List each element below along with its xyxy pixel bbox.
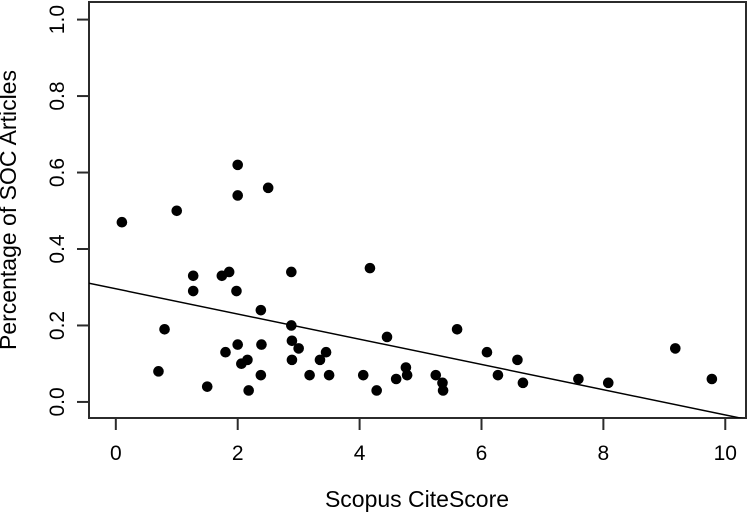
data-point — [256, 339, 267, 350]
data-point — [286, 320, 297, 331]
y-tick-label: 1.0 — [46, 5, 69, 34]
data-point — [451, 323, 463, 335]
data-point — [232, 190, 244, 201]
y-tick-label: 0.0 — [46, 387, 69, 416]
data-point — [286, 266, 297, 278]
data-point — [262, 182, 274, 194]
y-tick-label: 0.6 — [46, 158, 69, 187]
data-point — [231, 285, 242, 297]
data-point — [517, 377, 529, 389]
data-point — [320, 346, 332, 358]
data-point — [364, 262, 376, 274]
plot-border — [88, 1, 747, 419]
x-tick-label: 2 — [232, 442, 244, 465]
y-tick-label: 0.8 — [46, 81, 69, 110]
data-point — [390, 373, 402, 385]
y-axis-label: Percentage of SOC Articles — [0, 70, 21, 350]
data-point — [116, 216, 128, 228]
x-axis-label: Scopus CiteScore — [325, 486, 509, 512]
data-point — [357, 369, 369, 381]
data-point — [602, 377, 614, 389]
data-point — [187, 285, 199, 297]
data-point — [706, 373, 718, 385]
data-point — [159, 323, 170, 335]
data-point — [223, 266, 235, 278]
data-point — [371, 385, 382, 396]
data-point — [670, 343, 681, 354]
data-point — [286, 335, 298, 347]
data-point — [171, 205, 183, 217]
data-point — [153, 366, 164, 377]
data-point — [314, 354, 326, 366]
data-point — [573, 373, 584, 385]
data-point — [242, 354, 253, 366]
x-tick-label: 10 — [714, 442, 737, 465]
data-point — [293, 343, 304, 354]
x-tick-label: 8 — [598, 442, 610, 465]
data-point — [401, 369, 413, 381]
data-point — [255, 304, 267, 316]
trend-line — [89, 282, 744, 418]
data-point — [255, 369, 267, 381]
x-tick-label: 4 — [354, 442, 366, 465]
data-point — [232, 159, 244, 171]
data-point — [437, 377, 448, 389]
x-tick-label: 0 — [110, 442, 122, 465]
data-point — [481, 346, 493, 358]
data-point — [492, 369, 504, 381]
data-point — [286, 354, 298, 366]
plot-area: 0 2 4 6 8 10 0.0 0.2 0.4 0.6 0.8 1.0 — [46, 1, 747, 465]
data-point — [430, 369, 442, 381]
data-point — [201, 381, 213, 392]
data-point — [323, 369, 335, 381]
y-tick-label: 0.4 — [46, 234, 69, 264]
data-point — [220, 346, 231, 358]
y-tick-label: 0.2 — [46, 311, 69, 340]
data-point — [437, 385, 449, 396]
data-point — [187, 270, 199, 282]
data-point — [232, 339, 244, 350]
x-tick-label: 6 — [476, 442, 488, 465]
data-point — [304, 369, 315, 381]
data-point — [243, 385, 254, 396]
data-point — [512, 354, 523, 366]
data-point — [381, 331, 393, 343]
